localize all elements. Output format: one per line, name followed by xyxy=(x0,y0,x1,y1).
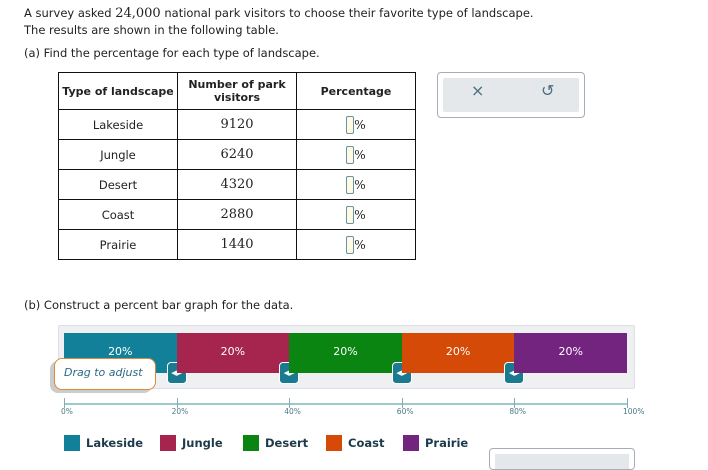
visitor-count: 6240 xyxy=(177,139,297,170)
legend-swatch xyxy=(64,435,80,451)
axis-tick xyxy=(289,398,291,408)
header-type: Type of landscape xyxy=(58,72,178,110)
header-visitors: Number of park visitors xyxy=(177,72,297,110)
bar-segment-desert: 20% xyxy=(289,333,402,373)
legend-label: Jungle xyxy=(182,436,223,450)
header-percentage: Percentage xyxy=(296,72,416,110)
table-row: Desert 4320% xyxy=(58,169,416,200)
percentage-cell: % xyxy=(296,199,416,230)
tools-panel: × ↺ xyxy=(437,72,585,118)
percent-sign: % xyxy=(354,177,366,192)
table-row: Coast 2880% xyxy=(58,199,416,230)
axis-label: 0% xyxy=(61,407,73,416)
legend-item-jungle: Jungle xyxy=(160,435,223,451)
percent-sign: % xyxy=(354,207,366,222)
legend-label: Desert xyxy=(265,436,309,450)
axis-tick xyxy=(176,398,178,408)
percentage-input[interactable] xyxy=(346,145,355,164)
percentage-cell: % xyxy=(296,229,416,260)
percentage-input[interactable] xyxy=(346,205,355,224)
table-row: Jungle 6240% xyxy=(58,139,416,170)
landscape-type: Jungle xyxy=(58,139,178,170)
visitor-count: 2880 xyxy=(177,199,297,230)
bar-segment-prairie: 20% xyxy=(514,333,627,373)
percentage-cell: % xyxy=(296,139,416,170)
legend-item-lakeside: Lakeside xyxy=(64,435,143,451)
axis-tick xyxy=(401,398,403,408)
legend-label: Lakeside xyxy=(86,436,144,450)
bar-segment-coast: 20% xyxy=(401,333,515,373)
landscape-type: Lakeside xyxy=(58,109,178,140)
axis-line xyxy=(64,403,627,405)
landscape-type: Coast xyxy=(58,199,178,230)
axis-label: 60% xyxy=(396,407,414,416)
legend-item-prairie: Prairie xyxy=(403,435,468,451)
visitor-count: 9120 xyxy=(177,109,297,140)
undo-button[interactable]: ↺ xyxy=(541,81,555,100)
legend-swatch xyxy=(243,435,259,451)
percentage-cell: % xyxy=(296,169,416,200)
percentage-cell: % xyxy=(296,109,416,140)
tools-panel-b xyxy=(489,448,635,470)
table-row: Lakeside 9120% xyxy=(58,109,416,140)
visitor-count: 1440 xyxy=(177,229,297,260)
axis-label: 100% xyxy=(623,407,645,416)
legend-item-coast: Coast xyxy=(326,435,384,451)
axis-label: 80% xyxy=(509,407,527,416)
bar-segment-jungle: 20% xyxy=(176,333,290,373)
legend-swatch xyxy=(160,435,176,451)
drag-tooltip: Drag to adjust xyxy=(54,358,156,390)
legend-label: Coast xyxy=(348,436,385,450)
data-table: Type of landscape Number of park visitors… xyxy=(58,72,416,260)
table-row: Prairie 1440% xyxy=(58,229,416,260)
legend-label: Prairie xyxy=(425,436,469,450)
clear-button[interactable]: × xyxy=(471,81,485,100)
legend-swatch xyxy=(403,435,419,451)
percentage-input[interactable] xyxy=(346,115,355,134)
intro-text: A survey asked 24,000 national park visi… xyxy=(24,6,534,21)
landscape-type: Desert xyxy=(58,169,178,200)
visitor-count: 4320 xyxy=(177,169,297,200)
axis-tick xyxy=(627,398,628,408)
axis-label: 40% xyxy=(284,407,301,416)
part-b-prompt: (b) Construct a percent bar graph for th… xyxy=(24,298,294,312)
axis-tick xyxy=(514,398,516,408)
landscape-type: Prairie xyxy=(58,229,178,260)
percent-sign: % xyxy=(354,237,366,252)
intro-line2: The results are shown in the following t… xyxy=(24,23,279,37)
percentage-input[interactable] xyxy=(346,175,355,194)
percent-sign: % xyxy=(354,117,366,132)
legend-swatch xyxy=(326,435,342,451)
legend-item-desert: Desert xyxy=(243,435,308,451)
part-a-prompt: (a) Find the percentage for each type of… xyxy=(24,46,320,60)
axis-label: 20% xyxy=(171,407,189,416)
axis-tick xyxy=(64,398,65,408)
percentage-input[interactable] xyxy=(346,235,355,254)
percent-sign: % xyxy=(354,147,366,162)
